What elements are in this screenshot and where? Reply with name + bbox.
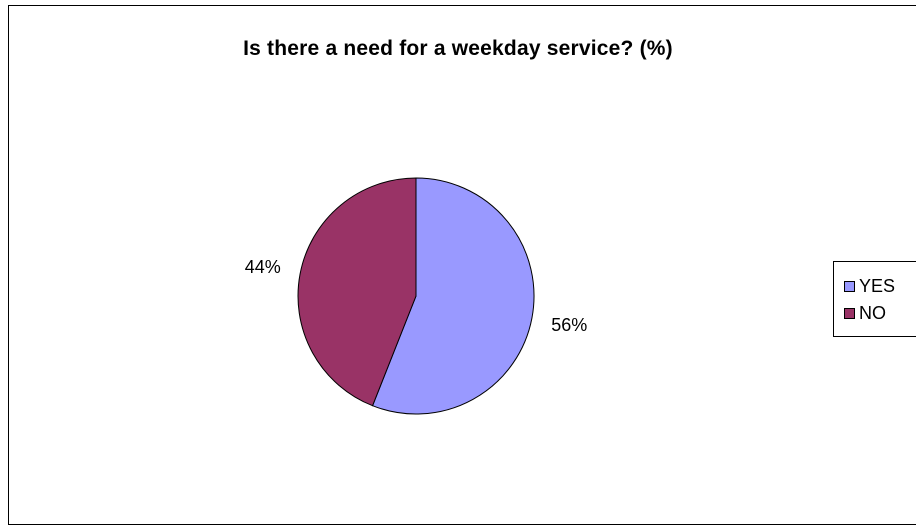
legend: YES NO — [833, 261, 916, 337]
legend-label-yes: YES — [859, 275, 896, 296]
legend-item-no: NO — [844, 302, 886, 324]
pie-slice-yes — [371, 177, 535, 415]
pie-slices — [297, 177, 535, 415]
pie-chart: 56% 44% — [245, 177, 588, 415]
pie-labels: 56% 44% — [245, 257, 588, 335]
legend-swatch-no — [844, 307, 855, 319]
pie-label-no: 44% — [245, 257, 281, 277]
pie-slice-no — [297, 177, 417, 407]
pie-label-yes: 56% — [551, 315, 587, 335]
legend-label-no: NO — [859, 302, 886, 323]
legend-item-yes: YES — [844, 275, 895, 297]
chart-title: Is there a need for a weekday service? (… — [243, 37, 673, 60]
legend-swatch-yes — [844, 280, 855, 292]
